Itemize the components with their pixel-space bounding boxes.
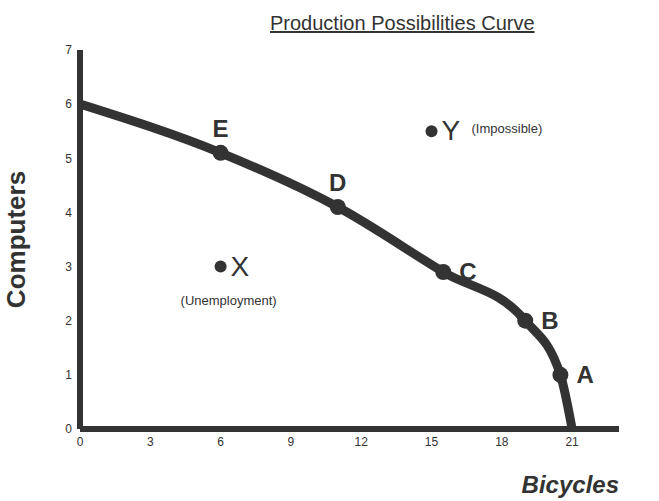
- svg-text:C: C: [459, 258, 476, 285]
- svg-text:X: X: [231, 251, 250, 282]
- svg-text:0: 0: [65, 422, 72, 436]
- svg-text:E: E: [213, 115, 229, 142]
- svg-text:D: D: [329, 169, 346, 196]
- svg-text:15: 15: [425, 435, 439, 449]
- svg-text:3: 3: [65, 260, 72, 274]
- svg-text:12: 12: [355, 435, 369, 449]
- svg-text:6: 6: [65, 97, 72, 111]
- svg-text:0: 0: [77, 435, 84, 449]
- svg-text:Computers: Computers: [1, 171, 31, 308]
- svg-text:7: 7: [65, 43, 72, 57]
- svg-text:2: 2: [65, 314, 72, 328]
- svg-text:(Unemployment): (Unemployment): [181, 293, 277, 308]
- svg-text:B: B: [541, 307, 558, 334]
- svg-text:18: 18: [495, 435, 509, 449]
- svg-text:4: 4: [65, 206, 72, 220]
- svg-text:6: 6: [217, 435, 224, 449]
- svg-text:9: 9: [288, 435, 295, 449]
- svg-text:A: A: [576, 361, 593, 388]
- svg-text:1: 1: [65, 368, 72, 382]
- svg-text:(Impossible): (Impossible): [472, 121, 543, 136]
- svg-text:Y: Y: [442, 115, 461, 146]
- svg-text:Bicycles: Bicycles: [522, 471, 619, 498]
- svg-text:3: 3: [147, 435, 154, 449]
- svg-text:21: 21: [565, 435, 579, 449]
- html-text:Production Possibilities Curve: Production Possibilities Curve: [270, 12, 535, 34]
- svg-text:5: 5: [65, 152, 72, 166]
